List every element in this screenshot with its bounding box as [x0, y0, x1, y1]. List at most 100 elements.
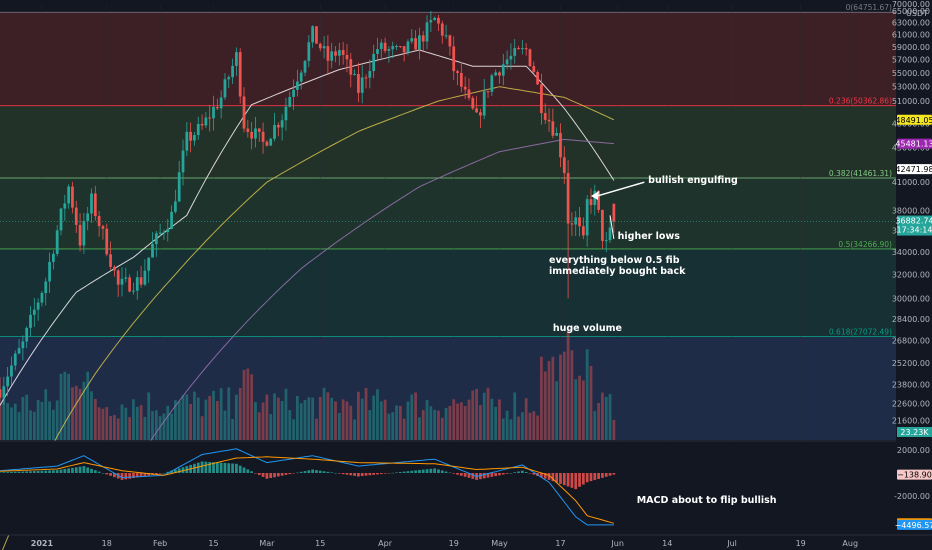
- candle-body[interactable]: [32, 309, 36, 315]
- candle-body[interactable]: [574, 217, 578, 225]
- candle-body[interactable]: [250, 131, 254, 139]
- candle-body[interactable]: [303, 60, 307, 73]
- candle-body[interactable]: [551, 121, 555, 136]
- candle-body[interactable]: [265, 141, 269, 146]
- candle-body[interactable]: [540, 84, 543, 114]
- candle-body[interactable]: [459, 72, 463, 87]
- candle-body[interactable]: [566, 173, 570, 224]
- candle-body[interactable]: [501, 64, 505, 76]
- candle-body[interactable]: [21, 341, 25, 349]
- candle-body[interactable]: [467, 89, 471, 98]
- candle-body[interactable]: [128, 277, 132, 292]
- candle-body[interactable]: [341, 50, 345, 55]
- candle-body[interactable]: [296, 81, 299, 90]
- candle-body[interactable]: [379, 42, 383, 50]
- candle-body[interactable]: [505, 59, 509, 65]
- candle-body[interactable]: [543, 113, 547, 120]
- candle-body[interactable]: [528, 49, 532, 67]
- candle-body[interactable]: [376, 49, 379, 54]
- candle-body[interactable]: [479, 112, 482, 116]
- candle-body[interactable]: [391, 46, 395, 50]
- candle-body[interactable]: [398, 46, 402, 48]
- candle-body[interactable]: [269, 138, 273, 146]
- candle-body[interactable]: [59, 208, 63, 231]
- candle-body[interactable]: [254, 128, 257, 139]
- candle-body[interactable]: [418, 35, 421, 50]
- candle-body[interactable]: [353, 73, 356, 75]
- candle-body[interactable]: [524, 48, 528, 50]
- candle-body[interactable]: [498, 72, 501, 76]
- candle-body[interactable]: [486, 91, 490, 93]
- candle-body[interactable]: [490, 75, 494, 92]
- candle-body[interactable]: [120, 278, 124, 285]
- candle-body[interactable]: [25, 327, 29, 342]
- candle-body[interactable]: [532, 66, 536, 73]
- candle-body[interactable]: [517, 48, 520, 50]
- candle-body[interactable]: [513, 48, 517, 56]
- candle-body[interactable]: [215, 106, 219, 109]
- candle-body[interactable]: [174, 201, 177, 212]
- candle-body[interactable]: [337, 50, 341, 56]
- candle-body[interactable]: [74, 207, 78, 225]
- candle-body[interactable]: [40, 293, 44, 303]
- candle-body[interactable]: [360, 77, 364, 93]
- candle-body[interactable]: [44, 281, 48, 294]
- candle-body[interactable]: [414, 38, 417, 50]
- candle-body[interactable]: [124, 277, 128, 279]
- candle-body[interactable]: [402, 46, 406, 53]
- candle-body[interactable]: [10, 365, 13, 377]
- candle-body[interactable]: [406, 41, 410, 53]
- candle-body[interactable]: [372, 53, 376, 72]
- candle-body[interactable]: [601, 209, 604, 241]
- candle-body[interactable]: [93, 193, 97, 217]
- candle-body[interactable]: [292, 89, 295, 97]
- candle-body[interactable]: [425, 22, 429, 42]
- candle-body[interactable]: [6, 376, 9, 387]
- candle-body[interactable]: [238, 52, 242, 97]
- candle-body[interactable]: [444, 35, 448, 37]
- candle-body[interactable]: [17, 348, 21, 354]
- candle-body[interactable]: [604, 240, 608, 242]
- candle-body[interactable]: [280, 120, 284, 128]
- candle-body[interactable]: [147, 257, 151, 271]
- candle-body[interactable]: [520, 48, 524, 50]
- candle-body[interactable]: [288, 96, 292, 107]
- candle-body[interactable]: [330, 51, 334, 61]
- candle-body[interactable]: [509, 55, 513, 60]
- candle-body[interactable]: [608, 227, 612, 241]
- candle-body[interactable]: [326, 46, 330, 61]
- candle-body[interactable]: [48, 261, 51, 282]
- candle-body[interactable]: [456, 71, 459, 73]
- candle-body[interactable]: [559, 132, 562, 158]
- candle-body[interactable]: [132, 290, 135, 292]
- candle-body[interactable]: [471, 97, 475, 109]
- candle-body[interactable]: [212, 106, 215, 119]
- candle-body[interactable]: [410, 38, 414, 42]
- candle-body[interactable]: [135, 277, 139, 291]
- candle-body[interactable]: [196, 123, 200, 136]
- candle-body[interactable]: [395, 46, 398, 48]
- candle-body[interactable]: [208, 117, 212, 119]
- candle-body[interactable]: [97, 216, 101, 227]
- candle-body[interactable]: [52, 253, 55, 262]
- candle-body[interactable]: [223, 79, 227, 98]
- candle-body[interactable]: [585, 199, 589, 236]
- candle-body[interactable]: [311, 26, 315, 43]
- candle-body[interactable]: [463, 86, 467, 90]
- candle-body[interactable]: [158, 232, 162, 234]
- candle-body[interactable]: [494, 72, 498, 76]
- candle-body[interactable]: [581, 226, 585, 236]
- candle-body[interactable]: [204, 117, 208, 126]
- candle-body[interactable]: [334, 51, 337, 56]
- candle-body[interactable]: [383, 42, 387, 51]
- candle-body[interactable]: [170, 211, 173, 229]
- candle-body[interactable]: [276, 124, 280, 128]
- candle-body[interactable]: [166, 228, 170, 233]
- candle-body[interactable]: [154, 233, 158, 245]
- candle-body[interactable]: [257, 128, 261, 132]
- candle-body[interactable]: [273, 124, 276, 139]
- candle-body[interactable]: [589, 199, 593, 206]
- candle-body[interactable]: [437, 17, 440, 24]
